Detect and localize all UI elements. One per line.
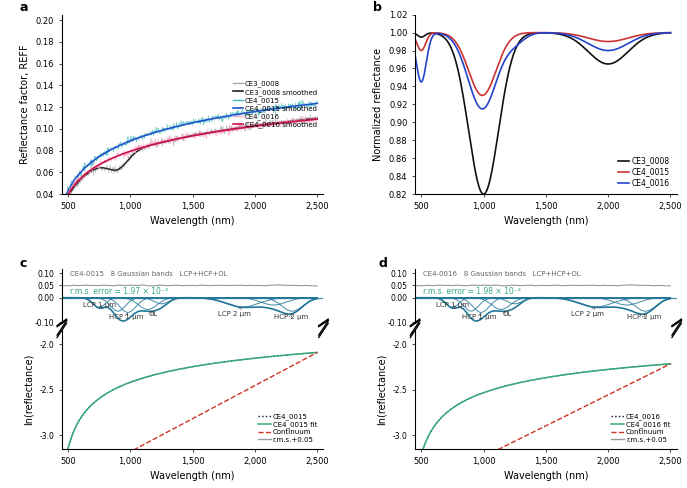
Y-axis label: ln(reflectance): ln(reflectance) xyxy=(377,354,387,426)
Text: LCP 1 µm: LCP 1 µm xyxy=(436,303,469,308)
Legend: CE3_0008, CE3_0008 smoothed, CE4_0015, CE4_0015 smoothed, CE4_0016, CE4_0016 smo: CE3_0008, CE3_0008 smoothed, CE4_0015, C… xyxy=(230,78,320,131)
Text: r.m.s. error = 1.97 × 10⁻³: r.m.s. error = 1.97 × 10⁻³ xyxy=(69,287,168,296)
Text: r.m.s. error = 1.98 × 10⁻³: r.m.s. error = 1.98 × 10⁻³ xyxy=(423,287,521,296)
Text: HCP 1 µm: HCP 1 µm xyxy=(462,313,497,320)
Text: LCP 2 µm: LCP 2 µm xyxy=(218,307,251,317)
Legend: CE3_0008, CE4_0015, CE4_0016: CE3_0008, CE4_0015, CE4_0016 xyxy=(615,153,673,190)
Text: OL: OL xyxy=(502,311,512,317)
Y-axis label: Normalized reflectance: Normalized reflectance xyxy=(373,48,383,161)
Legend: CE4_0015, CE4_0015 fit, Continuum, r.m.s.+0.05: CE4_0015, CE4_0015 fit, Continuum, r.m.s… xyxy=(256,410,320,446)
X-axis label: Wavelength (nm): Wavelength (nm) xyxy=(504,471,588,481)
Text: CE4-0016   8 Gaussian bands   LCP+HCP+OL: CE4-0016 8 Gaussian bands LCP+HCP+OL xyxy=(423,271,581,277)
Text: HCP 2 µm: HCP 2 µm xyxy=(273,313,308,320)
Text: b: b xyxy=(373,1,382,14)
Y-axis label: ln(reflectance): ln(reflectance) xyxy=(24,354,34,426)
Text: HCP 2 µm: HCP 2 µm xyxy=(627,313,661,320)
Text: d: d xyxy=(379,257,387,270)
Legend: CE4_0016, CE4_0016 fit, Continuum, r.m.s.+0.05: CE4_0016, CE4_0016 fit, Continuum, r.m.s… xyxy=(609,410,673,446)
Text: LCP 2 µm: LCP 2 µm xyxy=(571,307,604,317)
Text: OL: OL xyxy=(149,311,158,317)
Text: LCP 1 µm: LCP 1 µm xyxy=(83,303,116,308)
Text: c: c xyxy=(20,257,27,270)
X-axis label: Wavelength (nm): Wavelength (nm) xyxy=(150,471,235,481)
Text: a: a xyxy=(20,1,28,14)
Y-axis label: Reflectance factor, REFF: Reflectance factor, REFF xyxy=(20,44,30,164)
Text: HCP 1 µm: HCP 1 µm xyxy=(109,313,144,320)
Text: CE4-0015   8 Gaussian bands   LCP+HCP+OL: CE4-0015 8 Gaussian bands LCP+HCP+OL xyxy=(69,271,227,277)
X-axis label: Wavelength (nm): Wavelength (nm) xyxy=(504,216,588,226)
X-axis label: Wavelength (nm): Wavelength (nm) xyxy=(150,216,235,226)
